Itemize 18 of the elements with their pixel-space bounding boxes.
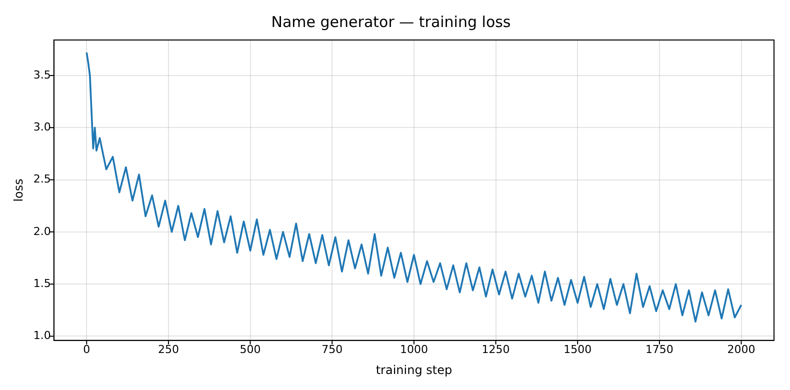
x-axis-title: training step (376, 362, 452, 377)
x-tick-label: 1500 (564, 342, 592, 356)
y-tick-label: 3.0 (33, 120, 51, 134)
x-tick-label: 1250 (482, 342, 510, 356)
chart-title: Name generator — training loss (271, 12, 511, 31)
y-tick-label: 2.0 (33, 224, 51, 238)
x-tick-label: 1750 (645, 342, 674, 356)
y-tick-label: 1.5 (33, 276, 51, 290)
x-tick-label: 0 (83, 342, 90, 356)
y-tick-label: 3.5 (33, 68, 51, 82)
x-tick-label: 1000 (400, 342, 428, 356)
x-tick-label: 750 (322, 342, 343, 356)
y-tick-label: 1.0 (33, 329, 51, 342)
x-tick-label: 250 (158, 342, 179, 356)
x-tick-label: 500 (240, 342, 261, 356)
y-tick-label: 2.5 (33, 172, 51, 186)
y-axis-title: loss (11, 178, 26, 202)
x-tick-label: 2000 (727, 342, 756, 356)
